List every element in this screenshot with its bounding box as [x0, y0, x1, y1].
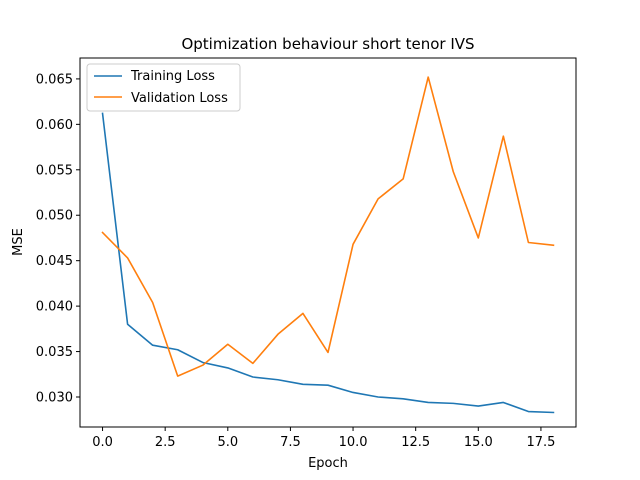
x-tick-label: 5.0 [217, 435, 238, 450]
chart-title: Optimization behaviour short tenor IVS [181, 35, 474, 53]
x-tick-label: 7.5 [280, 435, 301, 450]
y-axis: 0.030 0.035 0.040 0.045 0.050 0.055 0.060 0.065 [36, 72, 80, 406]
x-axis: 0.0 2.5 5.0 7.5 10.0 12.5 15.0 17.5 [92, 427, 555, 450]
y-axis-label: MSE [11, 228, 26, 256]
y-tick-label: 0.030 [36, 391, 73, 406]
plot-area [79, 57, 577, 428]
x-tick-label: 2.5 [155, 435, 176, 450]
x-tick-label: 15.0 [464, 435, 493, 450]
x-tick-label: 17.5 [526, 435, 555, 450]
series-layer [101, 76, 555, 414]
x-tick-label: 10.0 [339, 435, 368, 450]
x-axis-label: Epoch [308, 456, 348, 471]
y-tick-label: 0.040 [36, 300, 73, 315]
series-line-training-loss [101, 112, 555, 414]
y-tick-label: 0.035 [36, 345, 73, 360]
x-tick-label: 0.0 [92, 435, 113, 450]
x-tick-label: 12.5 [401, 435, 430, 450]
legend-label-training-loss: Training Loss [130, 69, 215, 84]
y-tick-label: 0.060 [36, 118, 73, 133]
y-tick-label: 0.065 [36, 72, 73, 87]
y-tick-label: 0.055 [36, 163, 73, 178]
legend-box [86, 63, 241, 112]
series-line-validation-loss [101, 76, 555, 377]
legend-label-validation-loss: Validation Loss [131, 91, 228, 106]
legend: Training Loss Validation Loss [86, 63, 241, 112]
y-tick-label: 0.050 [36, 209, 73, 224]
y-tick-label: 0.045 [36, 254, 73, 269]
